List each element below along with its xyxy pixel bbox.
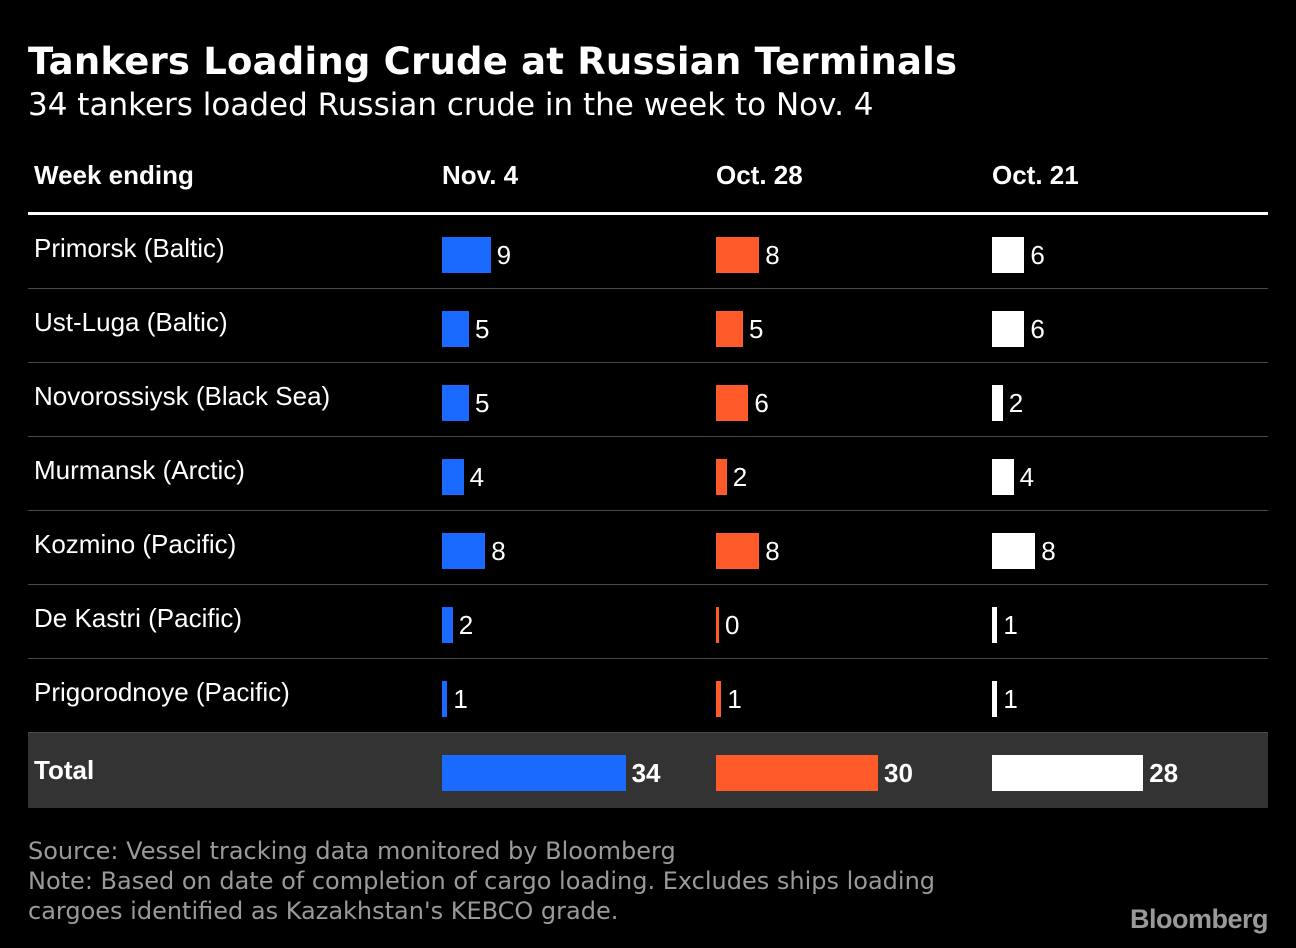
value-bar [716, 681, 722, 717]
value-bar [716, 311, 743, 347]
note-line-1: Note: Based on date of completion of car… [28, 867, 936, 895]
tanker-table: Week ending Nov. 4 Oct. 28 Oct. 21 Primo… [28, 150, 1268, 808]
value-label: 1 [727, 684, 742, 714]
value-bar [442, 681, 448, 717]
table-row: Ust-Luga (Baltic) 5 5 6 [28, 289, 1268, 363]
value-label: 5 [475, 314, 490, 344]
chart-footer: Source: Vessel tracking data monitored b… [28, 836, 935, 926]
value-bar [442, 311, 469, 347]
value-bar [442, 607, 453, 643]
value-bar [442, 237, 491, 273]
value-label: 8 [1041, 536, 1056, 566]
value-label: 8 [491, 536, 506, 566]
header-col-nov4: Nov. 4 [442, 160, 519, 190]
table-row: Novorossiysk (Black Sea) 5 6 2 [28, 363, 1268, 437]
chart-title: Tankers Loading Crude at Russian Termina… [28, 40, 958, 83]
value-label: 9 [496, 240, 512, 270]
row-label: Novorossiysk (Black Sea) [34, 381, 331, 411]
value-label: 1 [1003, 684, 1018, 714]
bloomberg-logo: Bloomberg [1129, 904, 1269, 934]
value-bar [992, 459, 1014, 495]
value-label: 2 [732, 462, 748, 492]
value-label: 28 [1149, 758, 1179, 788]
value-label: 1 [1003, 610, 1018, 640]
value-bar [442, 459, 464, 495]
note-line-2: cargoes identified as Kazakhstan's KEBCO… [28, 897, 619, 925]
header-col-oct28: Oct. 28 [716, 160, 803, 190]
table-row: De Kastri (Pacific) 2 0 1 [28, 585, 1268, 659]
total-row: Total 34 30 28 [28, 733, 1268, 808]
row-label: De Kastri (Pacific) [34, 603, 243, 633]
row-label: Prigorodnoye (Pacific) [34, 677, 290, 707]
value-label: 30 [884, 758, 913, 788]
value-label: 2 [458, 610, 474, 640]
source-note: Source: Vessel tracking data monitored b… [28, 837, 676, 865]
table-row: Kozmino (Pacific) 8 8 8 [28, 511, 1268, 585]
row-label: Ust-Luga (Baltic) [34, 307, 228, 337]
value-label: 5 [749, 314, 764, 344]
row-label: Primorsk (Baltic) [34, 233, 225, 263]
value-bar [716, 237, 760, 273]
value-bar [992, 755, 1144, 791]
value-label: 4 [469, 462, 485, 492]
header-col-oct21: Oct. 21 [992, 160, 1079, 190]
value-bar [992, 681, 998, 717]
value-bar [716, 755, 878, 791]
value-label: 0 [725, 610, 740, 640]
value-label: 8 [765, 240, 780, 270]
value-label: 4 [1019, 462, 1035, 492]
value-bar [716, 533, 760, 569]
value-label: 6 [1030, 314, 1045, 344]
chart-subtitle: 34 tankers loaded Russian crude in the w… [28, 87, 874, 123]
value-bar [992, 237, 1025, 273]
value-bar [716, 385, 749, 421]
value-label: 8 [765, 536, 780, 566]
value-bar [442, 533, 486, 569]
row-label: Total [34, 755, 95, 785]
row-label: Kozmino (Pacific) [34, 529, 237, 559]
header-row-label: Week ending [34, 160, 194, 190]
value-bar [992, 533, 1036, 569]
table-header: Week ending Nov. 4 Oct. 28 Oct. 21 [28, 150, 1268, 215]
value-bar [442, 755, 626, 791]
table-row: Prigorodnoye (Pacific) 1 1 1 [28, 659, 1268, 733]
table-row: Primorsk (Baltic) 9 8 6 [28, 215, 1268, 289]
value-bar [716, 607, 719, 643]
value-bar [992, 385, 1003, 421]
value-label: 2 [1008, 388, 1024, 418]
value-bar [992, 607, 998, 643]
table-row: Murmansk (Arctic) 4 2 4 [28, 437, 1268, 511]
table-body: Primorsk (Baltic) 9 8 6 Ust-Luga (Baltic) 5 5 6… [28, 215, 1268, 808]
value-bar [992, 311, 1025, 347]
row-label: Murmansk (Arctic) [34, 455, 245, 485]
value-label: 5 [475, 388, 490, 418]
value-bar [442, 385, 469, 421]
value-label: 6 [1030, 240, 1045, 270]
value-label: 1 [453, 684, 468, 714]
value-label: 6 [754, 388, 769, 418]
value-label: 34 [631, 758, 661, 788]
value-bar [716, 459, 727, 495]
